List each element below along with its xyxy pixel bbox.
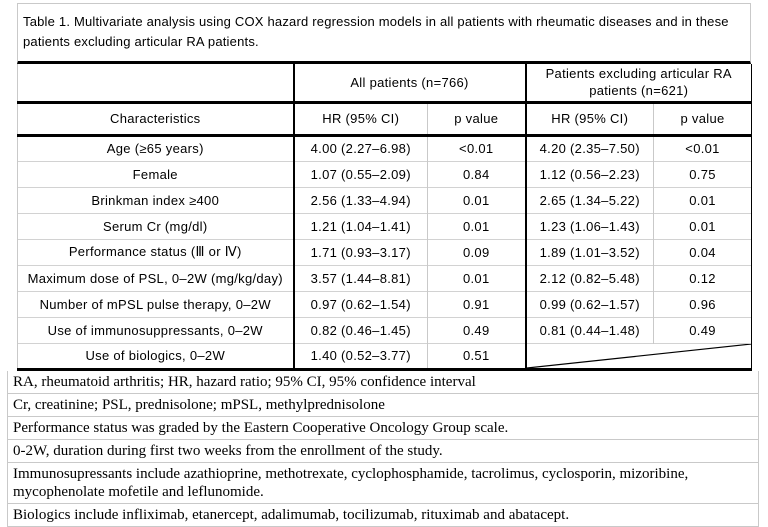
p-value-cell: 0.91 (427, 290, 526, 317)
na-diagonal-cell (524, 342, 753, 371)
group-header-row: All patients (n=766) Patients excluding … (17, 64, 753, 104)
group-header-all-patients: All patients (n=766) (292, 64, 526, 104)
footnote: Cr, creatinine; PSL, prednisolone; mPSL,… (8, 394, 758, 417)
footnote: Immunosupressants include azathioprine, … (8, 463, 758, 504)
table-row: Use of immunosuppressants, 0–2W 0.82 (0.… (17, 316, 753, 343)
table-row: Female 1.07 (0.55–2.09) 0.84 1.12 (0.56–… (17, 160, 753, 187)
characteristic-cell: Brinkman index ≥400 (17, 186, 294, 213)
p-value-cell: 0.01 (427, 212, 526, 239)
empty-header-cell (17, 64, 294, 104)
p-value-cell: 0.84 (427, 160, 526, 187)
p-value-cell: 0.12 (652, 264, 753, 291)
p-value-cell: 0.01 (427, 264, 526, 291)
characteristic-cell: Age (≥65 years) (17, 135, 294, 161)
p-value-cell: <0.01 (427, 135, 526, 161)
footnotes-section: RA, rheumatoid arthritis; HR, hazard rat… (7, 370, 759, 527)
hr-cell: 1.71 (0.93–3.17) (292, 238, 428, 265)
hr-cell: 2.56 (1.33–4.94) (292, 186, 428, 213)
column-header-p-ex: p value (652, 102, 753, 137)
p-value-cell: 0.49 (652, 316, 753, 343)
hr-cell: 3.57 (1.44–8.81) (292, 264, 428, 291)
hr-cell: 1.40 (0.52–3.77) (292, 342, 428, 371)
column-header-characteristics: Characteristics (17, 102, 294, 137)
p-value-cell: 0.09 (427, 238, 526, 265)
hr-cell: 1.23 (1.06–1.43) (524, 212, 654, 239)
p-value-cell: 0.75 (652, 160, 753, 187)
footnote: RA, rheumatoid arthritis; HR, hazard rat… (8, 371, 758, 394)
table-row: Maximum dose of PSL, 0–2W (mg/kg/day) 3.… (17, 264, 753, 291)
hr-cell: 1.21 (1.04–1.41) (292, 212, 428, 239)
table-row: Serum Cr (mg/dl) 1.21 (1.04–1.41) 0.01 1… (17, 212, 753, 239)
table-row: Number of mPSL pulse therapy, 0–2W 0.97 … (17, 290, 753, 317)
hr-cell: 0.82 (0.46–1.45) (292, 316, 428, 343)
hr-cell: 0.99 (0.62–1.57) (524, 290, 654, 317)
hr-cell: 1.12 (0.56–2.23) (524, 160, 654, 187)
column-header-hr-all: HR (95% CI) (292, 102, 428, 137)
table-row-biologics: Use of biologics, 0–2W 1.40 (0.52–3.77) … (17, 342, 753, 371)
p-value-cell: 0.51 (427, 342, 526, 371)
column-header-hr-ex: HR (95% CI) (524, 102, 654, 137)
hr-cell: 2.12 (0.82–5.48) (524, 264, 654, 291)
diagonal-slash (527, 344, 752, 368)
group-header-excluding-ra: Patients excluding articular RA patients… (524, 64, 753, 104)
hr-cell: 4.00 (2.27–6.98) (292, 135, 428, 161)
table-sheet: Table 1. Multivariate analysis using COX… (7, 3, 759, 527)
characteristic-cell: Use of immunosuppressants, 0–2W (17, 316, 294, 343)
hr-cell: 4.20 (2.35–7.50) (524, 135, 654, 161)
characteristic-cell: Maximum dose of PSL, 0–2W (mg/kg/day) (17, 264, 294, 291)
footnote: Biologics include infliximab, etanercept… (8, 504, 758, 527)
p-value-cell: 0.96 (652, 290, 753, 317)
p-value-cell: 0.04 (652, 238, 753, 265)
cox-regression-table: All patients (n=766) Patients excluding … (17, 64, 753, 371)
table-row: Brinkman index ≥400 2.56 (1.33–4.94) 0.0… (17, 186, 753, 213)
footnote: 0-2W, duration during first two weeks fr… (8, 440, 758, 463)
table-title: Table 1. Multivariate analysis using COX… (17, 3, 751, 64)
hr-cell: 1.89 (1.01–3.52) (524, 238, 654, 265)
characteristic-cell: Serum Cr (mg/dl) (17, 212, 294, 239)
column-header-row: Characteristics HR (95% CI) p value HR (… (17, 102, 753, 137)
hr-cell: 0.97 (0.62–1.54) (292, 290, 428, 317)
footnote: Performance status was graded by the Eas… (8, 417, 758, 440)
p-value-cell: <0.01 (652, 135, 753, 161)
hr-cell: 0.81 (0.44–1.48) (524, 316, 654, 343)
table-row: Age (≥65 years) 4.00 (2.27–6.98) <0.01 4… (17, 135, 753, 161)
characteristic-cell: Use of biologics, 0–2W (17, 342, 294, 371)
p-value-cell: 0.01 (652, 212, 753, 239)
hr-cell: 2.65 (1.34–5.22) (524, 186, 654, 213)
characteristic-cell: Female (17, 160, 294, 187)
column-header-p-all: p value (427, 102, 526, 137)
hr-cell: 1.07 (0.55–2.09) (292, 160, 428, 187)
p-value-cell: 0.01 (652, 186, 753, 213)
table-row: Performance status (Ⅲ or Ⅳ) 1.71 (0.93–3… (17, 238, 753, 265)
characteristic-cell: Number of mPSL pulse therapy, 0–2W (17, 290, 294, 317)
p-value-cell: 0.49 (427, 316, 526, 343)
characteristic-cell: Performance status (Ⅲ or Ⅳ) (17, 238, 294, 265)
p-value-cell: 0.01 (427, 186, 526, 213)
